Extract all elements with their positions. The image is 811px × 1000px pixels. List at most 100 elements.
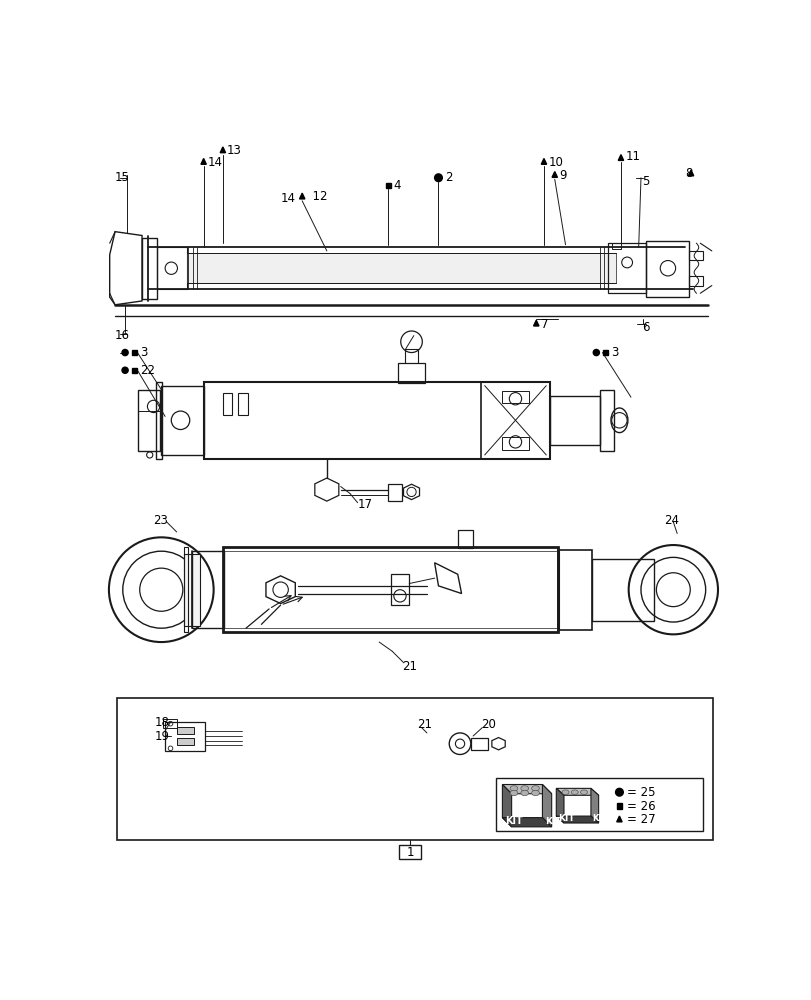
Text: 8: 8: [684, 167, 692, 180]
Text: KIT: KIT: [544, 817, 560, 826]
Text: 22: 22: [139, 364, 155, 377]
Bar: [557, 550, 592, 630]
Text: 2: 2: [444, 171, 452, 184]
Text: 9: 9: [559, 169, 566, 182]
Text: 20: 20: [480, 718, 495, 731]
Text: 5: 5: [642, 175, 649, 188]
Text: 14: 14: [208, 156, 222, 169]
Bar: [502, 437, 529, 450]
Text: 10: 10: [548, 156, 563, 169]
Bar: [156, 382, 162, 459]
Polygon shape: [616, 816, 621, 822]
Text: = 26: = 26: [626, 800, 655, 813]
Bar: [607, 243, 646, 293]
Bar: [646, 241, 688, 297]
Bar: [592, 559, 654, 620]
Bar: [603, 350, 607, 355]
Bar: [204, 382, 550, 459]
Text: 12: 12: [305, 190, 328, 204]
Bar: [187, 253, 615, 283]
Ellipse shape: [520, 786, 528, 791]
Bar: [132, 350, 136, 355]
Circle shape: [615, 788, 623, 796]
Ellipse shape: [571, 790, 577, 795]
Circle shape: [122, 349, 128, 356]
Bar: [388, 484, 401, 501]
Bar: [222, 393, 232, 415]
Bar: [496, 778, 702, 831]
Bar: [238, 393, 247, 415]
Bar: [688, 276, 702, 286]
Polygon shape: [688, 170, 693, 176]
Bar: [550, 396, 599, 445]
Bar: [386, 183, 390, 188]
Ellipse shape: [561, 790, 569, 795]
Bar: [599, 389, 613, 451]
Polygon shape: [542, 785, 551, 827]
Text: = 25: = 25: [626, 786, 654, 799]
Polygon shape: [299, 193, 304, 199]
Bar: [470, 738, 487, 750]
Text: = 27: = 27: [626, 813, 655, 826]
Polygon shape: [551, 172, 557, 177]
Polygon shape: [502, 818, 551, 827]
Text: 21: 21: [416, 718, 431, 731]
Ellipse shape: [531, 786, 539, 791]
Polygon shape: [541, 158, 546, 164]
Bar: [177, 738, 193, 745]
Polygon shape: [556, 788, 564, 823]
Bar: [184, 554, 200, 626]
Text: KIT: KIT: [504, 816, 521, 826]
Bar: [457, 530, 473, 548]
Bar: [399, 845, 420, 859]
Bar: [184, 547, 188, 632]
Bar: [118, 698, 713, 840]
Bar: [177, 727, 193, 734]
Text: 17: 17: [357, 498, 372, 512]
Bar: [132, 368, 136, 373]
Text: 15: 15: [115, 171, 130, 184]
Text: 6: 6: [642, 321, 650, 334]
Polygon shape: [220, 147, 225, 153]
Bar: [480, 382, 550, 459]
Text: 24: 24: [663, 514, 678, 527]
Ellipse shape: [509, 786, 517, 791]
Text: 4: 4: [393, 179, 401, 192]
Bar: [192, 551, 224, 628]
Polygon shape: [617, 155, 623, 160]
Polygon shape: [200, 158, 206, 164]
Bar: [616, 803, 621, 809]
Bar: [502, 391, 529, 403]
Bar: [688, 251, 702, 260]
Ellipse shape: [509, 790, 517, 796]
Bar: [138, 389, 160, 451]
Ellipse shape: [531, 790, 539, 796]
Text: 14: 14: [281, 192, 295, 205]
Text: 3: 3: [139, 346, 147, 359]
Polygon shape: [502, 785, 511, 827]
Bar: [222, 547, 557, 632]
Ellipse shape: [520, 790, 528, 796]
Polygon shape: [556, 816, 598, 823]
Bar: [163, 719, 177, 728]
Polygon shape: [502, 785, 551, 794]
Polygon shape: [533, 320, 539, 326]
Text: KIT: KIT: [592, 814, 607, 823]
Text: 11: 11: [624, 150, 640, 163]
Text: 21: 21: [401, 660, 417, 673]
Circle shape: [593, 349, 599, 356]
Text: 19: 19: [155, 730, 170, 742]
Circle shape: [434, 174, 442, 182]
Circle shape: [122, 367, 128, 373]
Text: 16: 16: [115, 329, 130, 342]
Text: 18: 18: [155, 716, 169, 729]
Ellipse shape: [580, 790, 586, 795]
Text: KIT: KIT: [557, 814, 573, 823]
Text: 3: 3: [610, 346, 617, 359]
Bar: [611, 243, 620, 249]
Text: 13: 13: [226, 144, 242, 157]
Bar: [165, 722, 205, 751]
Text: 7: 7: [540, 318, 547, 331]
Bar: [142, 238, 157, 299]
Text: 23: 23: [153, 514, 168, 527]
